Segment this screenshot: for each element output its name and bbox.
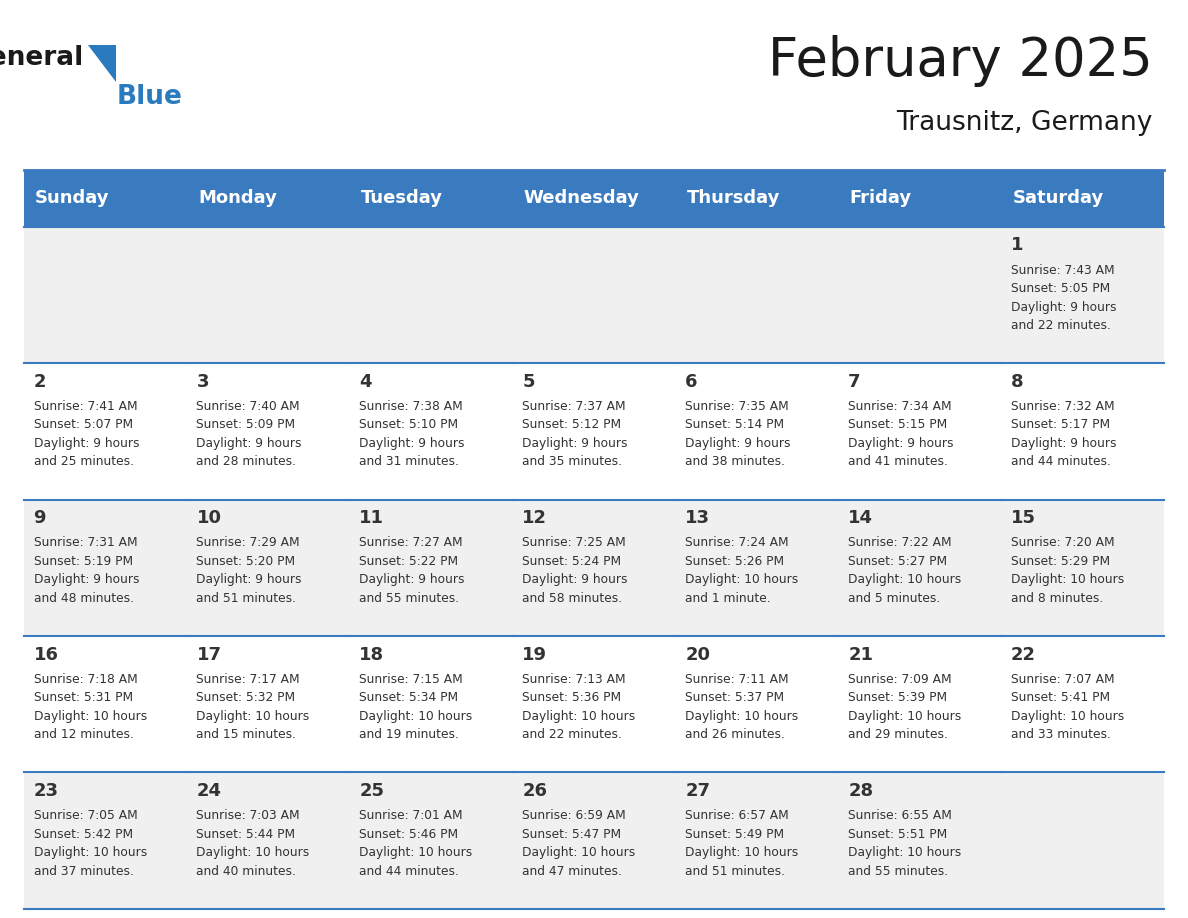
Text: 27: 27 [685, 782, 710, 800]
Text: 7: 7 [848, 373, 860, 391]
Text: 1: 1 [1011, 236, 1024, 254]
Text: 9: 9 [33, 509, 46, 527]
Text: 5: 5 [523, 373, 535, 391]
Text: Sunrise: 7:34 AM
Sunset: 5:15 PM
Daylight: 9 hours
and 41 minutes.: Sunrise: 7:34 AM Sunset: 5:15 PM Dayligh… [848, 400, 954, 468]
Text: Thursday: Thursday [687, 189, 781, 207]
Text: Sunrise: 7:29 AM
Sunset: 5:20 PM
Daylight: 9 hours
and 51 minutes.: Sunrise: 7:29 AM Sunset: 5:20 PM Dayligh… [196, 536, 302, 605]
Text: Saturday: Saturday [1012, 189, 1104, 207]
Text: Monday: Monday [198, 189, 277, 207]
Text: Tuesday: Tuesday [361, 189, 443, 207]
Text: 12: 12 [523, 509, 548, 527]
Text: Sunrise: 7:40 AM
Sunset: 5:09 PM
Daylight: 9 hours
and 28 minutes.: Sunrise: 7:40 AM Sunset: 5:09 PM Dayligh… [196, 400, 302, 468]
Text: Trausnitz, Germany: Trausnitz, Germany [897, 110, 1152, 136]
Text: Sunrise: 7:27 AM
Sunset: 5:22 PM
Daylight: 9 hours
and 55 minutes.: Sunrise: 7:27 AM Sunset: 5:22 PM Dayligh… [360, 536, 465, 605]
Text: Sunrise: 7:35 AM
Sunset: 5:14 PM
Daylight: 9 hours
and 38 minutes.: Sunrise: 7:35 AM Sunset: 5:14 PM Dayligh… [685, 400, 791, 468]
Text: Sunrise: 7:03 AM
Sunset: 5:44 PM
Daylight: 10 hours
and 40 minutes.: Sunrise: 7:03 AM Sunset: 5:44 PM Dayligh… [196, 810, 310, 878]
Text: Sunrise: 7:22 AM
Sunset: 5:27 PM
Daylight: 10 hours
and 5 minutes.: Sunrise: 7:22 AM Sunset: 5:27 PM Dayligh… [848, 536, 961, 605]
Text: 3: 3 [196, 373, 209, 391]
Text: 20: 20 [685, 645, 710, 664]
Text: Sunday: Sunday [36, 189, 109, 207]
Text: Blue: Blue [116, 84, 182, 110]
Text: 4: 4 [360, 373, 372, 391]
Text: Sunrise: 7:37 AM
Sunset: 5:12 PM
Daylight: 9 hours
and 35 minutes.: Sunrise: 7:37 AM Sunset: 5:12 PM Dayligh… [523, 400, 627, 468]
Text: Sunrise: 7:38 AM
Sunset: 5:10 PM
Daylight: 9 hours
and 31 minutes.: Sunrise: 7:38 AM Sunset: 5:10 PM Dayligh… [360, 400, 465, 468]
Text: 15: 15 [1011, 509, 1036, 527]
Text: Sunrise: 7:32 AM
Sunset: 5:17 PM
Daylight: 9 hours
and 44 minutes.: Sunrise: 7:32 AM Sunset: 5:17 PM Dayligh… [1011, 400, 1117, 468]
Text: 14: 14 [848, 509, 873, 527]
Text: 11: 11 [360, 509, 385, 527]
Text: 13: 13 [685, 509, 710, 527]
Text: 10: 10 [196, 509, 221, 527]
Text: Sunrise: 7:20 AM
Sunset: 5:29 PM
Daylight: 10 hours
and 8 minutes.: Sunrise: 7:20 AM Sunset: 5:29 PM Dayligh… [1011, 536, 1124, 605]
Text: 6: 6 [685, 373, 697, 391]
Text: Sunrise: 7:15 AM
Sunset: 5:34 PM
Daylight: 10 hours
and 19 minutes.: Sunrise: 7:15 AM Sunset: 5:34 PM Dayligh… [360, 673, 473, 742]
Text: Sunrise: 7:18 AM
Sunset: 5:31 PM
Daylight: 10 hours
and 12 minutes.: Sunrise: 7:18 AM Sunset: 5:31 PM Dayligh… [33, 673, 147, 742]
Text: 28: 28 [848, 782, 873, 800]
Text: 21: 21 [848, 645, 873, 664]
Text: Wednesday: Wednesday [524, 189, 640, 207]
Polygon shape [88, 45, 116, 82]
Text: Friday: Friday [849, 189, 912, 207]
Text: Sunrise: 7:25 AM
Sunset: 5:24 PM
Daylight: 9 hours
and 58 minutes.: Sunrise: 7:25 AM Sunset: 5:24 PM Dayligh… [523, 536, 627, 605]
Text: 2: 2 [33, 373, 46, 391]
Text: Sunrise: 7:13 AM
Sunset: 5:36 PM
Daylight: 10 hours
and 22 minutes.: Sunrise: 7:13 AM Sunset: 5:36 PM Dayligh… [523, 673, 636, 742]
Text: Sunrise: 7:41 AM
Sunset: 5:07 PM
Daylight: 9 hours
and 25 minutes.: Sunrise: 7:41 AM Sunset: 5:07 PM Dayligh… [33, 400, 139, 468]
Text: Sunrise: 7:09 AM
Sunset: 5:39 PM
Daylight: 10 hours
and 29 minutes.: Sunrise: 7:09 AM Sunset: 5:39 PM Dayligh… [848, 673, 961, 742]
Text: 8: 8 [1011, 373, 1024, 391]
Text: Sunrise: 7:05 AM
Sunset: 5:42 PM
Daylight: 10 hours
and 37 minutes.: Sunrise: 7:05 AM Sunset: 5:42 PM Dayligh… [33, 810, 147, 878]
Text: 16: 16 [33, 645, 58, 664]
Text: 24: 24 [196, 782, 221, 800]
Text: General: General [0, 45, 84, 71]
Text: 22: 22 [1011, 645, 1036, 664]
Text: 26: 26 [523, 782, 548, 800]
Text: Sunrise: 7:31 AM
Sunset: 5:19 PM
Daylight: 9 hours
and 48 minutes.: Sunrise: 7:31 AM Sunset: 5:19 PM Dayligh… [33, 536, 139, 605]
Text: Sunrise: 6:59 AM
Sunset: 5:47 PM
Daylight: 10 hours
and 47 minutes.: Sunrise: 6:59 AM Sunset: 5:47 PM Dayligh… [523, 810, 636, 878]
Text: Sunrise: 6:55 AM
Sunset: 5:51 PM
Daylight: 10 hours
and 55 minutes.: Sunrise: 6:55 AM Sunset: 5:51 PM Dayligh… [848, 810, 961, 878]
Text: 25: 25 [360, 782, 385, 800]
Text: 18: 18 [360, 645, 385, 664]
Text: 17: 17 [196, 645, 221, 664]
Text: Sunrise: 7:11 AM
Sunset: 5:37 PM
Daylight: 10 hours
and 26 minutes.: Sunrise: 7:11 AM Sunset: 5:37 PM Dayligh… [685, 673, 798, 742]
Text: Sunrise: 7:07 AM
Sunset: 5:41 PM
Daylight: 10 hours
and 33 minutes.: Sunrise: 7:07 AM Sunset: 5:41 PM Dayligh… [1011, 673, 1124, 742]
Text: Sunrise: 7:43 AM
Sunset: 5:05 PM
Daylight: 9 hours
and 22 minutes.: Sunrise: 7:43 AM Sunset: 5:05 PM Dayligh… [1011, 263, 1117, 332]
Text: February 2025: February 2025 [769, 35, 1152, 86]
Text: 23: 23 [33, 782, 58, 800]
Text: Sunrise: 6:57 AM
Sunset: 5:49 PM
Daylight: 10 hours
and 51 minutes.: Sunrise: 6:57 AM Sunset: 5:49 PM Dayligh… [685, 810, 798, 878]
Text: 19: 19 [523, 645, 548, 664]
Text: Sunrise: 7:24 AM
Sunset: 5:26 PM
Daylight: 10 hours
and 1 minute.: Sunrise: 7:24 AM Sunset: 5:26 PM Dayligh… [685, 536, 798, 605]
Text: Sunrise: 7:17 AM
Sunset: 5:32 PM
Daylight: 10 hours
and 15 minutes.: Sunrise: 7:17 AM Sunset: 5:32 PM Dayligh… [196, 673, 310, 742]
Text: Sunrise: 7:01 AM
Sunset: 5:46 PM
Daylight: 10 hours
and 44 minutes.: Sunrise: 7:01 AM Sunset: 5:46 PM Dayligh… [360, 810, 473, 878]
